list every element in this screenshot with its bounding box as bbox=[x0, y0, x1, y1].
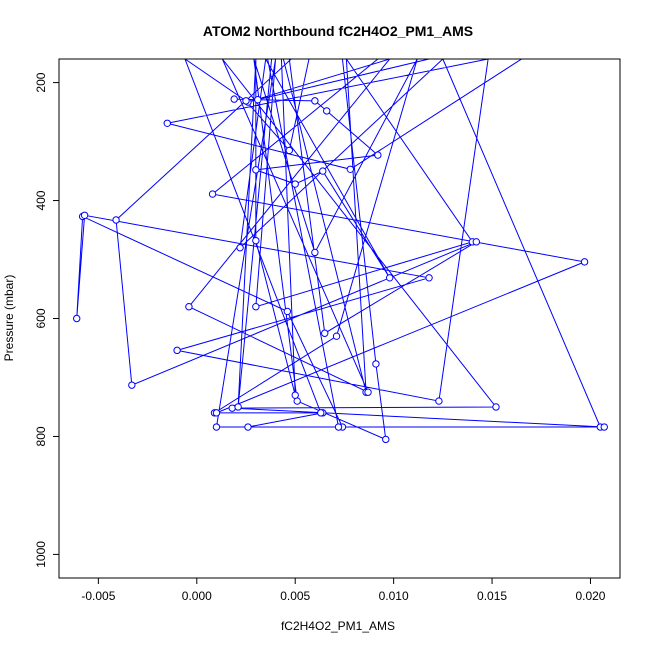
plot-frame bbox=[58, 58, 621, 579]
data-point bbox=[128, 381, 136, 389]
chart-title: ATOM2 Northbound fC2H4O2_PM1_AMS bbox=[203, 23, 473, 39]
data-point bbox=[291, 391, 299, 399]
y-axis: 200 400 600 800 1000 bbox=[34, 72, 59, 568]
data-point bbox=[580, 258, 589, 266]
data-point bbox=[372, 360, 380, 368]
data-point bbox=[80, 211, 89, 219]
data-point bbox=[73, 314, 81, 323]
data-point bbox=[492, 403, 500, 411]
data-point bbox=[435, 397, 443, 405]
data-point bbox=[212, 409, 221, 417]
data-point bbox=[317, 409, 325, 417]
data-point bbox=[321, 329, 329, 337]
y-tick-label: 1000 bbox=[34, 541, 48, 568]
data-point bbox=[364, 388, 372, 396]
data-point bbox=[323, 107, 331, 115]
x-tick-label: 0.020 bbox=[575, 589, 605, 603]
data-point bbox=[346, 165, 355, 173]
data-point bbox=[332, 332, 341, 340]
y-axis-label: Pressure (mbar) bbox=[2, 275, 16, 362]
data-point bbox=[600, 423, 608, 431]
data-point bbox=[208, 190, 217, 198]
data-point bbox=[472, 238, 481, 246]
x-tick-label: 0.015 bbox=[477, 589, 507, 603]
data-point bbox=[234, 403, 242, 411]
data-point bbox=[252, 166, 260, 174]
y-tick-label: 800 bbox=[34, 426, 48, 446]
data-point bbox=[163, 119, 171, 127]
data-point bbox=[173, 346, 181, 355]
data-point bbox=[254, 95, 262, 104]
data-point bbox=[244, 423, 252, 431]
x-tick-label: 0.005 bbox=[280, 589, 310, 603]
data-point bbox=[319, 167, 327, 175]
data-point bbox=[242, 97, 250, 105]
data-point bbox=[112, 216, 120, 224]
x-tick-label: 0.000 bbox=[182, 589, 212, 603]
data-point bbox=[311, 97, 319, 105]
data-point bbox=[291, 180, 299, 188]
data-point bbox=[185, 303, 193, 311]
data-point bbox=[382, 435, 390, 444]
data-point bbox=[311, 248, 319, 257]
x-axis-label: fC2H4O2_PM1_AMS bbox=[281, 619, 395, 633]
data-point bbox=[334, 423, 343, 431]
data-point bbox=[230, 95, 238, 103]
data-point bbox=[212, 423, 221, 431]
y-tick-label: 600 bbox=[34, 308, 48, 328]
data-point bbox=[425, 274, 433, 282]
data-point bbox=[252, 236, 260, 245]
data-point bbox=[236, 244, 244, 252]
x-axis: -0.005 0.000 0.005 0.010 0.015 0.020 bbox=[81, 578, 606, 603]
x-tick-label: 0.010 bbox=[379, 589, 409, 603]
data-point bbox=[374, 151, 382, 159]
series-line bbox=[76, 59, 605, 441]
y-tick-label: 200 bbox=[34, 72, 48, 92]
series-layer bbox=[73, 59, 608, 444]
y-tick-label: 400 bbox=[34, 190, 48, 210]
x-tick-label: -0.005 bbox=[81, 589, 115, 603]
data-point bbox=[283, 307, 292, 316]
data-point bbox=[252, 303, 260, 311]
data-point bbox=[385, 274, 394, 282]
data-point bbox=[285, 146, 294, 155]
data-point bbox=[228, 404, 236, 412]
